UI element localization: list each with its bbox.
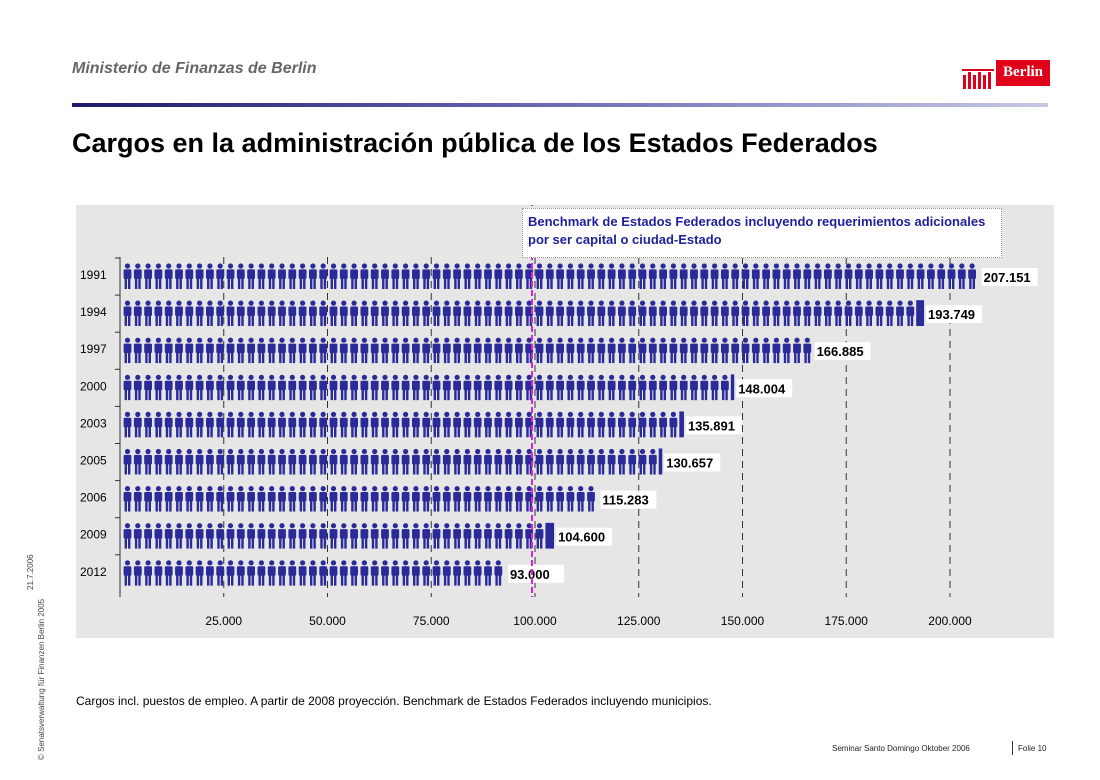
bar: [124, 338, 812, 364]
category-label: 1994: [80, 305, 107, 319]
x-tick-label: 200.000: [928, 614, 972, 628]
bar: [124, 522, 555, 549]
category-label: 1991: [80, 268, 107, 282]
berlin-logo-box: [996, 60, 1050, 86]
ministry-name: Ministerio de Finanzas de Berlin: [72, 60, 317, 77]
category-label: 2012: [80, 565, 107, 579]
x-tick-label: 25.000: [205, 614, 242, 628]
header-rule: [72, 103, 1048, 107]
footer-slide-number: Folie 10: [1018, 744, 1047, 753]
x-tick-label: 125.000: [617, 614, 661, 628]
category-label: 2006: [80, 491, 107, 505]
value-label-bg: [926, 305, 983, 324]
bar: [124, 486, 595, 512]
value-label: 104.600: [558, 530, 605, 545]
value-label-bg: [685, 416, 742, 435]
category-label: 2003: [80, 416, 107, 430]
category-label: 2000: [80, 379, 107, 393]
value-label: 93.000: [510, 567, 550, 582]
x-tick-label: 100.000: [513, 614, 557, 628]
value-label-bg: [556, 527, 613, 546]
footer-seminar: Seminar Santo Domingo Oktober 2006: [832, 744, 970, 753]
berlin-logo: Berlin: [962, 58, 1052, 92]
benchmark-annotation: Benchmark de Estados Federados incluyend…: [522, 208, 1002, 258]
bar: [124, 448, 663, 475]
berlin-logo-text: Berlin: [1003, 64, 1043, 80]
value-label-bg: [814, 342, 871, 361]
value-label: 115.283: [602, 493, 648, 508]
benchmark-label: Benchmark de Estados Federados incluyend…: [528, 214, 986, 247]
bar: [124, 374, 735, 401]
footnote: Cargos incl. puestos de empleo. A partir…: [76, 694, 712, 708]
bar-chart: 25.000 50.000 75.000 100.000 125.000 150.000 1…: [80, 205, 1038, 628]
bar: [124, 263, 976, 289]
value-label: 130.657: [666, 456, 713, 471]
chart-panel: 25.000 50.000 75.000 100.000 125.000 150.000 1…: [76, 205, 1054, 638]
x-tick-label: 75.000: [413, 614, 450, 628]
value-label-bg: [507, 564, 564, 583]
value-label: 148.004: [738, 381, 786, 396]
x-tick-label: 50.000: [309, 614, 346, 628]
category-label: 2009: [80, 528, 107, 542]
x-tick-label: 150.000: [721, 614, 765, 628]
value-label: 166.885: [817, 344, 864, 359]
value-label-bg: [600, 490, 657, 509]
page-title: Cargos en la administración pública de l…: [72, 128, 878, 158]
value-label-bg: [664, 453, 721, 472]
bar: [124, 411, 684, 438]
value-label: 135.891: [688, 418, 735, 433]
value-label-bg: [736, 379, 793, 398]
value-label-bg: [981, 268, 1038, 286]
category-label: 2005: [80, 454, 107, 468]
category-label: 1997: [80, 342, 107, 356]
bar: [124, 560, 503, 586]
bar: [124, 300, 925, 327]
side-copyright: © Senatsverwaltung für Finanzen Berlin 2…: [37, 598, 46, 760]
x-tick-label: 175.000: [825, 614, 869, 628]
value-label: 193.749: [928, 307, 975, 322]
berlin-logo-bars-icon: [962, 69, 994, 89]
side-date: 21.7.2006: [26, 554, 35, 590]
footer-separator: [1012, 741, 1013, 755]
value-label: 207.151: [984, 270, 1031, 285]
